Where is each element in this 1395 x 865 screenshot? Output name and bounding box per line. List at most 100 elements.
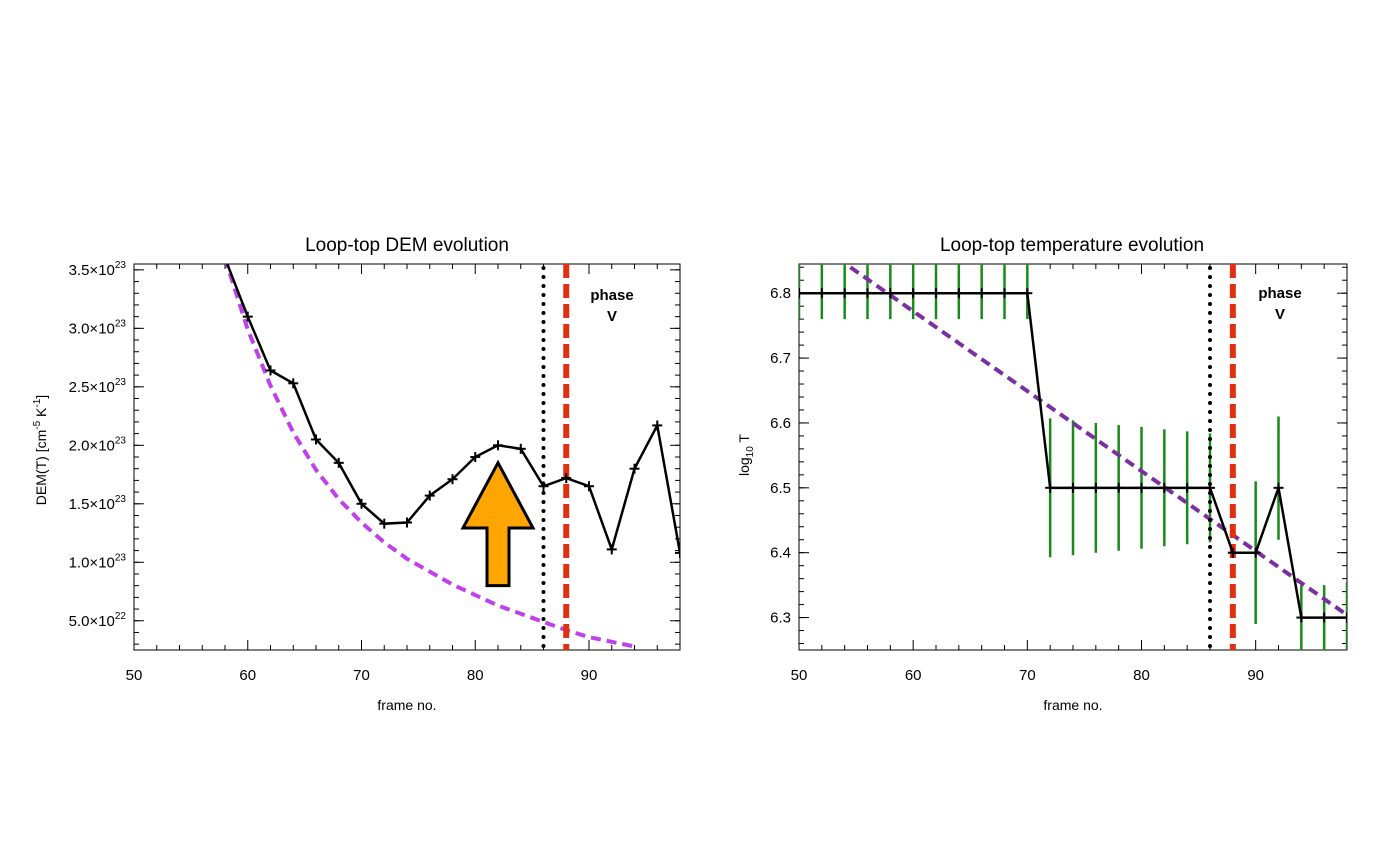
- chart0-data-point: [493, 440, 503, 451]
- chart0-up-arrow: [460, 459, 536, 588]
- chart0-ytick-label: 3.0×1023: [69, 318, 127, 337]
- chart0-xtick-label: 90: [581, 667, 598, 684]
- chart0-xtick-label: 80: [467, 667, 484, 684]
- chart1-data-point: [799, 288, 804, 299]
- chart1-data-point: [908, 288, 919, 299]
- chart0-data-point: [538, 481, 549, 492]
- chart1-ytick-label: 6.4: [770, 545, 791, 562]
- chart1-data-point: [931, 288, 941, 299]
- chart1-ytick-label: 6.8: [770, 285, 791, 302]
- chart0-ytick-exponent: 23: [115, 552, 127, 563]
- chart0-data-point: [311, 434, 321, 445]
- chart0-ytick-mantissa: 1.0×10: [69, 554, 115, 571]
- chart1-data-point: [953, 288, 964, 299]
- chart0-ytick-mantissa: 1.5×10: [69, 496, 115, 513]
- chart0-plot-frame: [133, 263, 681, 651]
- chart0-data-point: [447, 474, 458, 485]
- chart0-data-point: [606, 544, 617, 555]
- chart0-xtick-label: 70: [353, 667, 370, 684]
- chart1-data-point: [1319, 612, 1330, 623]
- chart0-data-point: [584, 481, 594, 492]
- chart0-data-point: [402, 517, 412, 528]
- chart1-data-point: [1273, 482, 1284, 493]
- chart0-data-point: [675, 547, 680, 558]
- chart1-plot-area: [799, 264, 1347, 650]
- chart0-ytick-mantissa: 3.5×10: [69, 262, 115, 279]
- chart1-data-point: [816, 288, 827, 299]
- chart1-xtick-label: 70: [1019, 667, 1036, 684]
- chart0-plot-area: [220, 253, 680, 650]
- chart0-ytick-exponent: 23: [115, 260, 127, 271]
- chart0-ytick-label: 5.0×1022: [69, 611, 127, 630]
- chart0-ytick-exponent: 22: [115, 611, 127, 622]
- chart1-data-point: [1090, 482, 1101, 493]
- chart1-ylabel: DEM(T) [cm-5 K-1]: [32, 395, 49, 505]
- chart1-data-point: [1205, 482, 1215, 493]
- chart1-data-point: [1068, 482, 1078, 493]
- chart1-fit-line: [849, 265, 1347, 617]
- chart1-data-point: [1113, 482, 1124, 493]
- chart1-data-point: [1182, 482, 1193, 493]
- chart1-data-point: [839, 288, 850, 299]
- chart0-data-point: [356, 498, 367, 509]
- chart1-ytick-label: 6.5: [770, 480, 791, 497]
- chart0-ytick-mantissa: 2.5×10: [69, 379, 115, 396]
- chart0-data-point: [333, 457, 344, 468]
- chart1-data-point: [1045, 482, 1056, 493]
- chart2-ylabel: log10 T: [736, 434, 756, 476]
- chart1-xtick-label: 50: [791, 667, 808, 684]
- chart0-ytick-mantissa: 3.0×10: [69, 320, 115, 337]
- chart1-data-point: [862, 288, 873, 299]
- chart1-xtick-label: 90: [1247, 667, 1264, 684]
- chart1-data-point: [1022, 288, 1033, 299]
- chart2-title: Loop-top temperature evolution: [940, 235, 1204, 256]
- chart2-phase-number: V: [1275, 306, 1285, 323]
- chart1-data-point: [1159, 482, 1170, 493]
- chart1-data-point: [1342, 612, 1347, 623]
- chart0-ytick-exponent: 23: [115, 435, 127, 446]
- chart0-ytick-exponent: 23: [115, 494, 127, 505]
- chart0-ytick-label: 1.5×1023: [69, 494, 127, 513]
- chart1-data-point: [999, 288, 1010, 299]
- chart0-ytick-exponent: 23: [115, 377, 127, 388]
- chart1-ytick-label: 6.6: [770, 415, 791, 432]
- chart0-data-point: [629, 463, 640, 474]
- chart0-ytick-mantissa: 2.0×10: [69, 437, 115, 454]
- chart0-ytick-label: 2.0×1023: [69, 435, 127, 454]
- chart0-data-point: [288, 378, 299, 389]
- chart1-data-point: [976, 288, 987, 299]
- chart0-ytick-label: 1.0×1023: [69, 552, 127, 571]
- chart1-data-point: [1136, 482, 1147, 493]
- chart0-data-point: [424, 490, 435, 501]
- chart1-ytick-label: 6.3: [770, 610, 791, 627]
- chart0-xtick-label: 50: [126, 667, 143, 684]
- chart1-title: Loop-top DEM evolution: [305, 235, 509, 256]
- chart0-ytick-exponent: 23: [115, 318, 127, 329]
- chart2-phase-label: phase: [1258, 285, 1301, 302]
- chart0-ytick-label: 3.5×1023: [69, 260, 127, 279]
- chart1-data-point: [885, 288, 896, 299]
- chart1-ytick-label: 6.7: [770, 350, 791, 367]
- chart0-data-point: [515, 443, 526, 454]
- chart1-xlabel: frame no.: [377, 697, 436, 713]
- chart0-ytick-label: 2.5×1023: [69, 377, 127, 396]
- chart0-data-point: [561, 473, 572, 484]
- chart0-data-point: [470, 452, 481, 462]
- chart0-data-point: [379, 518, 390, 529]
- chart0-xtick-label: 60: [239, 667, 256, 684]
- chart0-fit-line: [224, 264, 635, 649]
- chart1-data-point: [1296, 612, 1307, 623]
- chart1-phase-number: V: [607, 308, 617, 325]
- chart1-data-point: [1227, 547, 1238, 558]
- chart0-data-point: [652, 420, 663, 431]
- chart1-phase-label: phase: [590, 287, 633, 304]
- chart2-xlabel: frame no.: [1043, 697, 1102, 713]
- chart0-data-point: [242, 311, 253, 322]
- chart1-xtick-label: 60: [905, 667, 922, 684]
- chart1-xtick-label: 80: [1133, 667, 1150, 684]
- chart0-ytick-mantissa: 5.0×10: [69, 613, 115, 630]
- chart0-data-point: [220, 253, 230, 263]
- chart1-data-point: [1250, 547, 1261, 558]
- chart0-data-point: [265, 365, 276, 376]
